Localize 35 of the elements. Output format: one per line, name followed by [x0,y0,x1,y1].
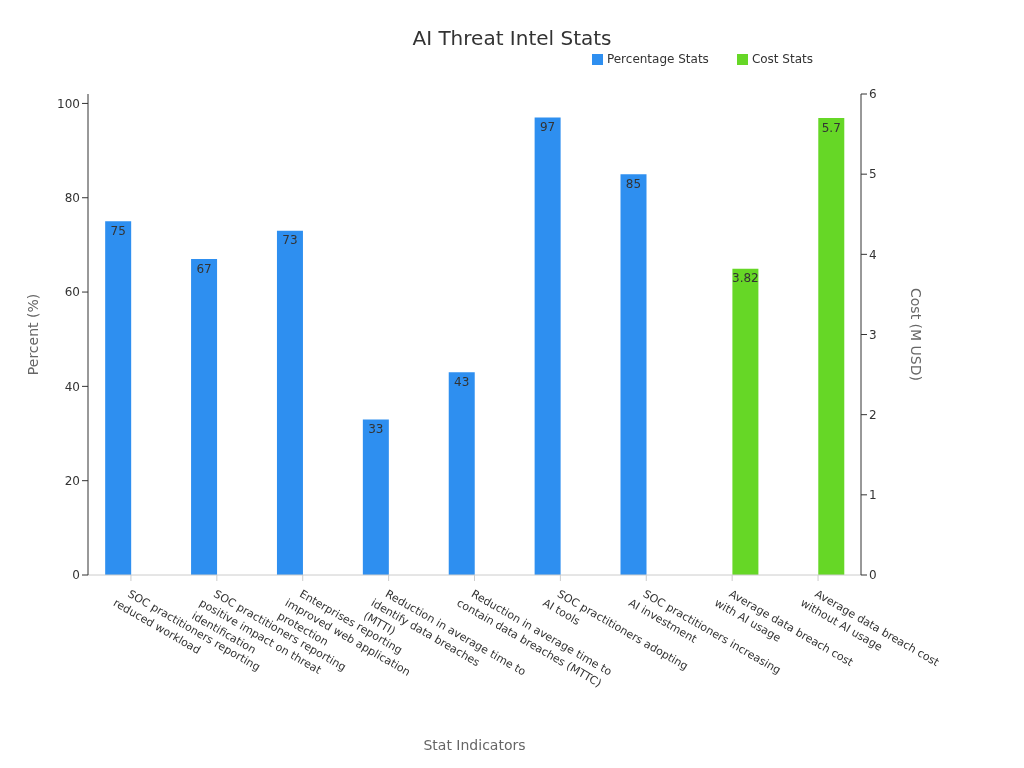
data-label: 85 [625,176,642,191]
legend-label: Percentage Stats [606,52,709,66]
bar [191,259,218,575]
y2-tick-label: 2 [869,407,877,422]
bar [620,174,647,575]
y-tick-label: 100 [57,96,80,111]
bar [362,419,389,575]
y2-tick-label: 0 [869,568,877,583]
y2-tick-label: 6 [869,87,877,102]
y-tick-label: 40 [64,379,80,394]
data-label: 97 [539,120,556,135]
data-label: 5.7 [821,120,841,135]
y2-tick-label: 4 [869,247,877,262]
bar [534,117,561,575]
y2-tick-label: 3 [869,327,877,342]
y2-axis-title: Cost (M USD) [908,288,925,381]
data-label: 43 [454,374,470,389]
x-axis-title: Stat Indicators [423,737,526,753]
data-label: 73 [282,233,298,248]
data-label: 3.82 [732,271,759,286]
bar [276,230,303,575]
y-tick-label: 20 [64,473,80,488]
data-label: 33 [368,421,384,436]
y-tick-label: 0 [72,568,80,583]
data-label: 75 [110,223,126,238]
legend-label: Cost Stats [751,52,813,66]
y-tick-label: 60 [64,285,80,300]
bar [105,221,132,575]
y2-tick-label: 1 [869,488,877,503]
y-tick-label: 80 [64,191,80,206]
bar [448,372,475,575]
y-axis-title: Percent (%) [24,293,41,376]
data-label: 67 [196,261,212,276]
y2-tick-label: 5 [869,167,877,182]
chart-title: AI Threat Intel Stats [411,26,613,50]
